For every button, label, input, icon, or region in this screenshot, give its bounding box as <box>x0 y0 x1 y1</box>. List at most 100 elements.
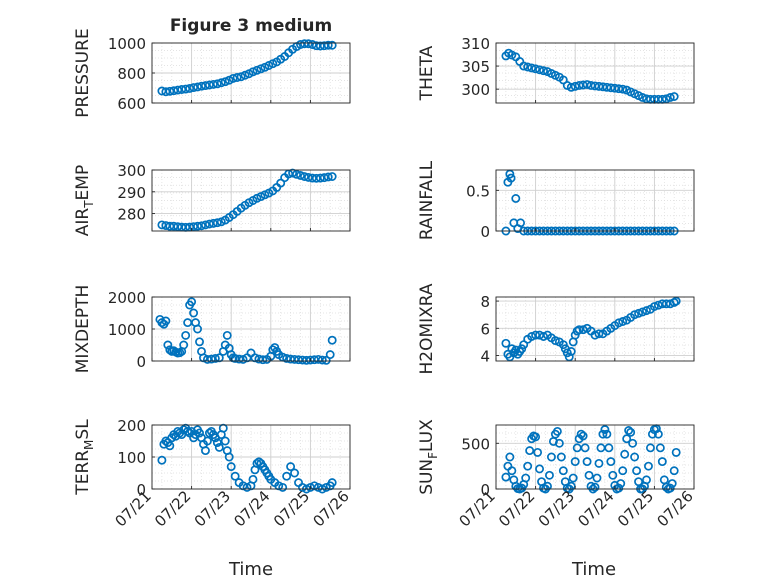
data-point <box>630 310 640 320</box>
data-point <box>653 300 663 310</box>
data-point <box>197 221 206 231</box>
axes-box <box>495 296 695 362</box>
x-tick-label: 07/26 <box>310 487 353 530</box>
y-axis-label: PRESSURE <box>73 28 93 117</box>
y-tick-label: 0.5 <box>466 182 490 200</box>
data-point <box>602 429 612 439</box>
data-point <box>661 299 671 309</box>
y-tick-label: 1000 <box>108 35 146 53</box>
data-point <box>208 79 218 89</box>
data-point <box>590 482 600 492</box>
data-point <box>323 40 333 50</box>
data-point <box>523 461 533 471</box>
data-point <box>282 471 292 481</box>
data-point <box>288 168 298 178</box>
x-tick-label: 07/26 <box>654 487 697 530</box>
data-point <box>501 338 511 348</box>
axes-box <box>495 169 695 232</box>
data-point <box>618 317 628 326</box>
data-point <box>570 81 580 91</box>
data-point <box>550 336 560 346</box>
data-point <box>290 468 300 478</box>
data-point <box>303 39 313 49</box>
subplot-air_temp: 280 290 300 AIRTEMP <box>73 162 351 236</box>
y-tick-label: 6 <box>480 320 490 338</box>
data-point <box>523 62 533 72</box>
data-point <box>531 432 541 442</box>
y-axis-label: SUNFLUX <box>417 419 440 495</box>
data-point <box>582 457 592 467</box>
data-point <box>525 446 535 456</box>
data-point <box>620 449 630 459</box>
data-point <box>187 297 197 307</box>
data-point <box>531 64 541 74</box>
y-tick-label: 280 <box>117 206 146 224</box>
data-point <box>554 438 564 448</box>
data-point <box>161 316 171 326</box>
data-point <box>189 308 199 318</box>
data-point <box>256 64 266 74</box>
y-tick-label: 800 <box>117 65 146 83</box>
data-point <box>157 455 167 465</box>
data-point <box>642 306 651 316</box>
y-tick-label: 8 <box>480 293 490 311</box>
y-tick-label: 300 <box>117 162 146 180</box>
x-tick-label: 07/25 <box>614 487 657 530</box>
series-terr_msl <box>157 423 337 494</box>
data-point <box>204 80 214 90</box>
subplot-theta: 300 305 310 THETA <box>417 35 695 104</box>
data-point <box>315 173 325 183</box>
data-point <box>181 84 191 94</box>
y-axis-label: MIXDEPTH <box>73 285 93 374</box>
data-point <box>618 466 628 476</box>
y-tick-label: 300 <box>461 81 490 99</box>
subplot-pressure: 600 800 1000 PRESSURE <box>73 28 351 118</box>
y-tick-label: 0 <box>480 223 490 241</box>
data-point <box>618 84 628 94</box>
data-point <box>566 347 576 356</box>
data-point <box>645 443 655 453</box>
data-point <box>546 452 556 462</box>
data-point <box>222 330 232 340</box>
y-tick-label: 2000 <box>108 289 146 307</box>
axes-box <box>495 424 695 490</box>
x-axis-label-left: Time <box>228 559 273 580</box>
x-tick-label: 07/22 <box>495 487 538 530</box>
data-point <box>252 65 262 75</box>
y-tick-label: 305 <box>461 58 490 76</box>
data-point <box>552 426 562 436</box>
data-point <box>165 441 175 451</box>
data-point <box>220 77 230 87</box>
data-point <box>622 434 632 444</box>
data-point <box>638 93 647 102</box>
y-tick-label: 310 <box>461 35 490 53</box>
data-point <box>321 355 331 365</box>
data-point <box>296 170 305 180</box>
data-point <box>590 330 600 340</box>
y-tick-label: 200 <box>117 417 146 435</box>
data-point <box>634 308 644 318</box>
data-point <box>556 452 566 462</box>
data-point <box>157 220 167 230</box>
data-point <box>163 340 173 350</box>
data-point <box>206 354 216 364</box>
y-tick-label: 0 <box>136 353 146 371</box>
y-axis-label: AIRTEMP <box>73 165 96 236</box>
data-point <box>527 63 537 73</box>
y-axis-label: RAINFALL <box>417 160 437 240</box>
data-point <box>323 172 333 182</box>
data-point <box>201 220 210 230</box>
data-point <box>582 80 592 89</box>
series-h2omixra <box>501 296 681 362</box>
data-point <box>606 457 616 467</box>
data-point <box>327 172 337 181</box>
y-tick-label: 0 <box>136 481 146 499</box>
data-point <box>531 330 541 340</box>
data-point <box>193 82 202 92</box>
data-point <box>193 221 202 231</box>
subplot-mixdepth: 0 1000 2000 MIXDEPTH <box>73 285 351 374</box>
data-point <box>185 83 195 93</box>
